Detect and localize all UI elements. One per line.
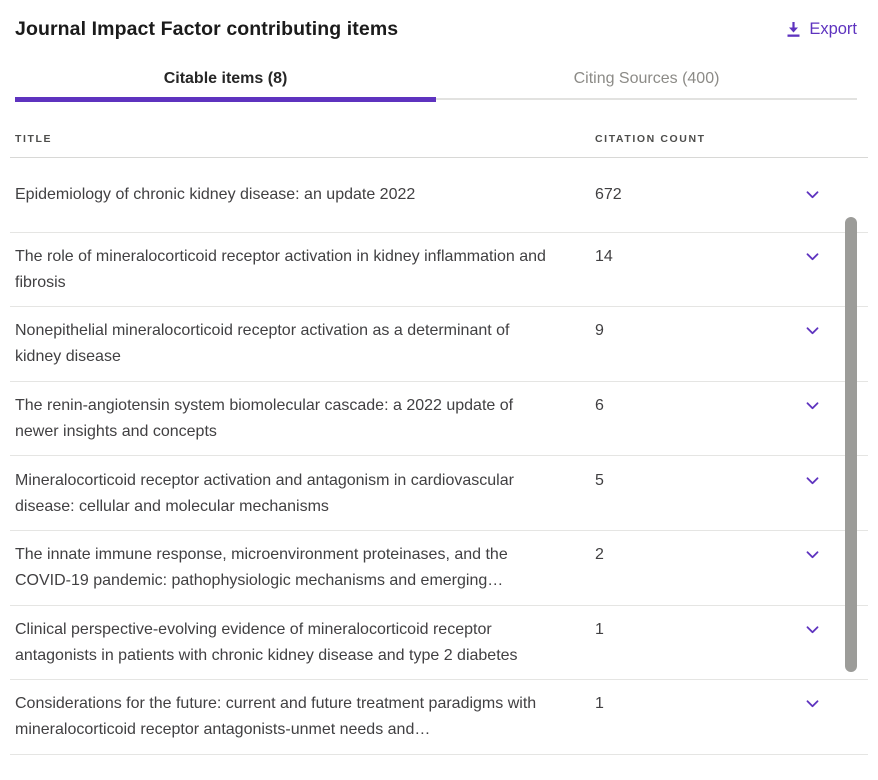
expand-row-button[interactable] bbox=[806, 700, 822, 708]
expand-row-button[interactable] bbox=[806, 327, 822, 335]
row-title-cell: Clinical perspective-evolving evidence o… bbox=[15, 606, 595, 681]
chevron-down-icon bbox=[806, 551, 819, 559]
table-row: Epidemiology of chronic kidney disease: … bbox=[10, 158, 868, 233]
scrollbar-thumb[interactable] bbox=[845, 217, 857, 672]
row-title-cell: Nonepithelial mineralocorticoid receptor… bbox=[15, 307, 595, 382]
panel-header: Journal Impact Factor contributing items… bbox=[0, 0, 878, 41]
expand-row-button[interactable] bbox=[806, 476, 822, 485]
table-row: The innate immune response, microenviron… bbox=[10, 531, 868, 606]
chevron-down-icon bbox=[806, 253, 819, 261]
chevron-down-icon bbox=[806, 327, 819, 335]
row-title: Mineralocorticoid receptor activation an… bbox=[15, 471, 514, 515]
expand-row-button[interactable] bbox=[806, 402, 822, 410]
row-title-cell: Epidemiology of chronic kidney disease: … bbox=[15, 158, 595, 233]
row-title: The role of mineralocorticoid receptor a… bbox=[15, 247, 546, 291]
citation-count: 672 bbox=[595, 186, 622, 204]
row-title: The renin-angiotensin system biomolecula… bbox=[15, 397, 514, 441]
table-body: Epidemiology of chronic kidney disease: … bbox=[10, 158, 868, 755]
chevron-down-icon bbox=[806, 191, 819, 199]
row-title: Clinical perspective-evolving evidence o… bbox=[15, 620, 518, 664]
row-title: Nonepithelial mineralocorticoid receptor… bbox=[15, 322, 510, 366]
row-title-cell: Considerations for the future: current a… bbox=[15, 680, 595, 755]
table-row: Nonepithelial mineralocorticoid receptor… bbox=[10, 307, 868, 382]
download-icon bbox=[786, 21, 801, 38]
row-title: The innate immune response, microenviron… bbox=[15, 546, 508, 590]
column-header-citation-count: CITATION COUNT bbox=[595, 133, 706, 145]
citation-count: 14 bbox=[595, 247, 613, 265]
tab-citable-items[interactable]: Citable items (8) bbox=[15, 59, 436, 102]
table-row: Clinical perspective-evolving evidence o… bbox=[10, 606, 868, 681]
citation-count: 9 bbox=[595, 322, 604, 340]
citation-count: 5 bbox=[595, 471, 604, 489]
expand-row-button[interactable] bbox=[806, 191, 822, 199]
row-title-cell: The role of mineralocorticoid receptor a… bbox=[15, 233, 595, 308]
row-title-cell: The renin-angiotensin system biomolecula… bbox=[15, 382, 595, 457]
tab-bar: Citable items (8) Citing Sources (400) bbox=[15, 59, 857, 102]
page-title: Journal Impact Factor contributing items bbox=[15, 18, 399, 40]
row-title: Considerations for the future: current a… bbox=[15, 695, 537, 739]
scrollbar[interactable] bbox=[845, 172, 857, 780]
chevron-down-icon bbox=[806, 700, 819, 708]
chevron-down-icon bbox=[806, 402, 819, 410]
citation-count: 6 bbox=[595, 397, 604, 415]
citation-count: 2 bbox=[595, 546, 604, 564]
expand-row-button[interactable] bbox=[806, 551, 822, 559]
expand-row-button[interactable] bbox=[806, 253, 822, 261]
table-row: The renin-angiotensin system biomolecula… bbox=[10, 382, 868, 457]
chevron-down-icon bbox=[806, 626, 819, 634]
chevron-down-icon bbox=[806, 476, 819, 485]
table-row: Considerations for the future: current a… bbox=[10, 680, 868, 755]
table-row: Mineralocorticoid receptor activation an… bbox=[10, 456, 868, 531]
row-title-cell: Mineralocorticoid receptor activation an… bbox=[15, 456, 595, 531]
column-header-title: TITLE bbox=[15, 133, 53, 145]
table-header-row: TITLE CITATION COUNT bbox=[10, 100, 868, 158]
citation-count: 1 bbox=[595, 695, 604, 713]
tab-citing-sources[interactable]: Citing Sources (400) bbox=[436, 59, 857, 98]
row-title-cell: The innate immune response, microenviron… bbox=[15, 531, 595, 606]
export-label: Export bbox=[809, 20, 857, 38]
expand-row-button[interactable] bbox=[806, 626, 822, 634]
row-title: Epidemiology of chronic kidney disease: … bbox=[15, 186, 416, 204]
export-button[interactable]: Export bbox=[786, 18, 857, 39]
citation-count: 1 bbox=[595, 620, 604, 638]
table-row: The role of mineralocorticoid receptor a… bbox=[10, 233, 868, 308]
